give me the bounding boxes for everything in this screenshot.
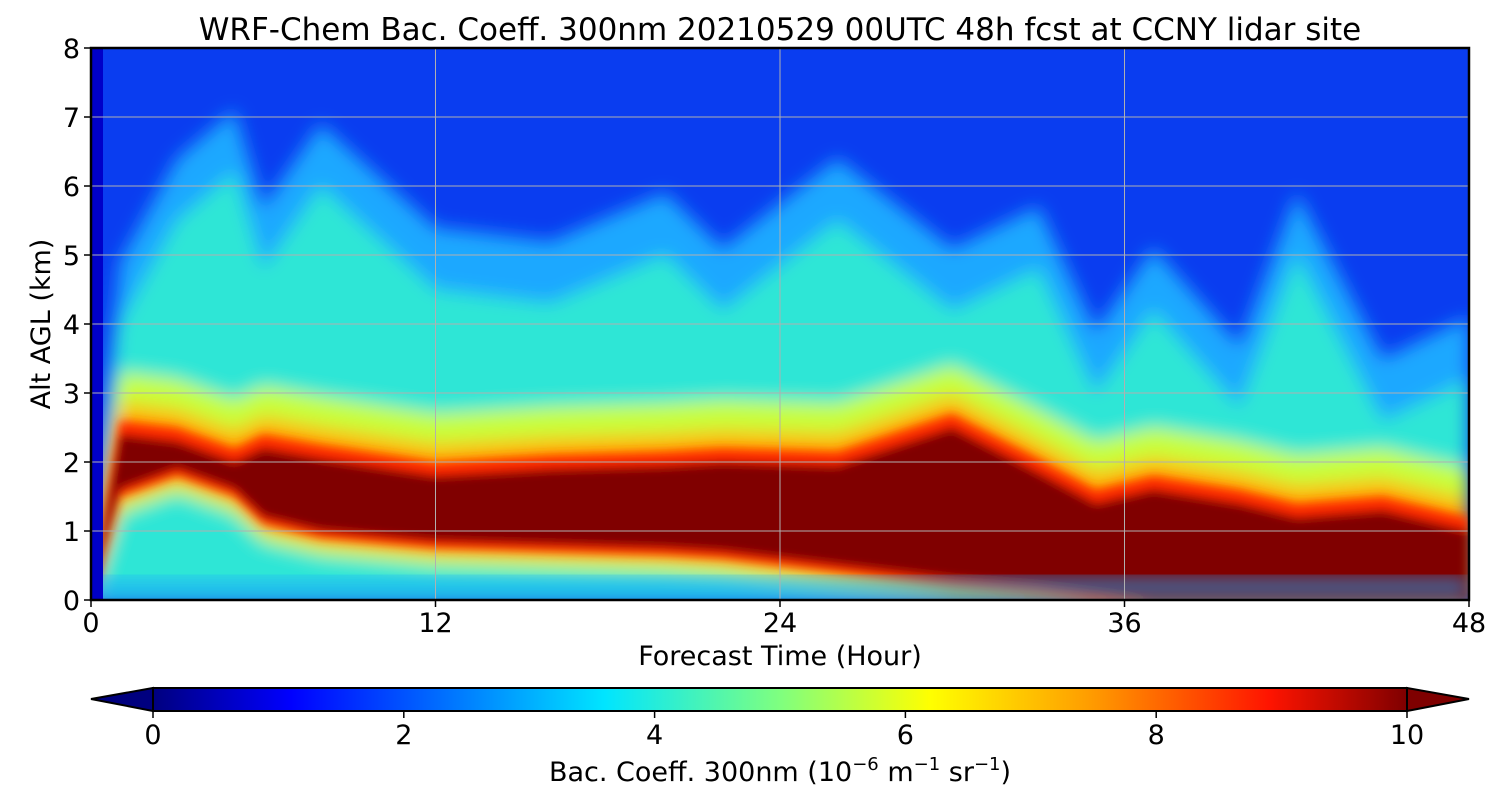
y-tick-label: 7 xyxy=(63,103,80,134)
colorbar-tick-label: 4 xyxy=(646,720,663,751)
x-axis-label: Forecast Time (Hour) xyxy=(638,641,922,672)
y-tick-label: 0 xyxy=(63,586,80,617)
x-tick-label: 24 xyxy=(763,608,797,639)
y-tick-label: 5 xyxy=(63,241,80,272)
colorbar-tick-label: 8 xyxy=(1148,720,1165,751)
x-tick-label: 36 xyxy=(1107,608,1141,639)
y-tick-label: 3 xyxy=(63,379,80,410)
y-axis-label: Alt AGL (km) xyxy=(26,239,57,410)
colorbar-ticks: 0 2 4 6 8 10 xyxy=(144,711,1424,751)
colorbar-extend-high xyxy=(1406,686,1470,713)
colorbar-body xyxy=(152,687,1408,712)
y-tick-label: 4 xyxy=(63,310,80,341)
colorbar-label: Bac. Coeff. 300nm (10−6 m−1 sr−1) xyxy=(549,754,1011,788)
x-axis: 0 12 24 36 48 xyxy=(82,600,1486,639)
grid-lines xyxy=(90,47,1470,601)
y-tick-label: 2 xyxy=(63,448,80,479)
colorbar-tick-label: 6 xyxy=(897,720,914,751)
x-tick-label: 48 xyxy=(1452,608,1486,639)
colorbar-tick-label: 10 xyxy=(1390,720,1424,751)
x-tick-label: 0 xyxy=(82,608,99,639)
colorbar-tick-label: 2 xyxy=(395,720,412,751)
y-tick-label: 6 xyxy=(63,172,80,203)
y-tick-label: 1 xyxy=(63,517,80,548)
colorbar: 0 2 4 6 8 10 Bac. Coeff. 300nm (10−6 m−1 sr−1… xyxy=(90,686,1470,788)
colorbar-tick-label: 0 xyxy=(144,720,161,751)
y-axis: 0 1 2 3 4 5 6 7 8 xyxy=(63,34,91,617)
colorbar-extend-low xyxy=(90,686,154,713)
x-tick-label: 12 xyxy=(418,608,452,639)
chart-title: WRF-Chem Bac. Coeff. 300nm 20210529 00UT… xyxy=(199,12,1362,48)
y-tick-label: 8 xyxy=(63,34,80,65)
